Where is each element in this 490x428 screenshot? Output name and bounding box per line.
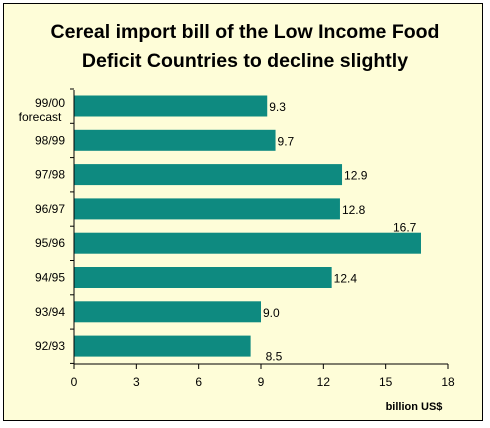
x-tick-label: 15 bbox=[379, 375, 393, 389]
category-label: 99/00 bbox=[35, 96, 65, 110]
data-label: 12.9 bbox=[344, 169, 368, 183]
x-tick-label: 18 bbox=[441, 375, 455, 389]
chart-title-line-1: Cereal import bill of the Low Income Foo… bbox=[50, 21, 440, 43]
category-label: 93/94 bbox=[35, 305, 65, 319]
x-tick-label: 3 bbox=[133, 375, 140, 389]
x-tick-label: 6 bbox=[195, 375, 202, 389]
chart-title-line-2: Deficit Countries to decline slightly bbox=[81, 50, 409, 72]
data-label: 12.4 bbox=[334, 272, 358, 286]
category-label: 94/95 bbox=[35, 271, 65, 285]
x-axis-label: billion US$ bbox=[386, 401, 443, 413]
chart-title: Cereal import bill of the Low Income Foo… bbox=[0, 18, 490, 76]
bar-93-94 bbox=[74, 301, 261, 323]
bar-95-96 bbox=[74, 232, 421, 254]
data-label: 12.8 bbox=[342, 203, 366, 217]
data-label: 9.0 bbox=[263, 306, 280, 320]
bar-97-98 bbox=[74, 164, 343, 186]
bar-96-97 bbox=[74, 198, 340, 220]
x-tick-label: 12 bbox=[317, 375, 331, 389]
category-label: 97/98 bbox=[35, 168, 65, 182]
bar-94-95 bbox=[74, 267, 332, 288]
data-label: 16.7 bbox=[393, 221, 417, 235]
category-label: 98/99 bbox=[35, 133, 65, 147]
bar-99-00 bbox=[74, 95, 268, 117]
data-label: 8.5 bbox=[266, 350, 283, 364]
category-label: 96/97 bbox=[35, 202, 65, 216]
bar-92-93 bbox=[74, 335, 251, 357]
category-label: 95/96 bbox=[35, 236, 65, 250]
category-label: 92/93 bbox=[35, 339, 65, 353]
data-label: 9.7 bbox=[278, 134, 295, 148]
x-tick-label: 9 bbox=[258, 375, 265, 389]
bar-98-99 bbox=[74, 129, 276, 151]
x-tick-label: 0 bbox=[71, 375, 78, 389]
data-label: 9.3 bbox=[269, 100, 286, 114]
category-sublabel: forecast bbox=[19, 110, 62, 124]
